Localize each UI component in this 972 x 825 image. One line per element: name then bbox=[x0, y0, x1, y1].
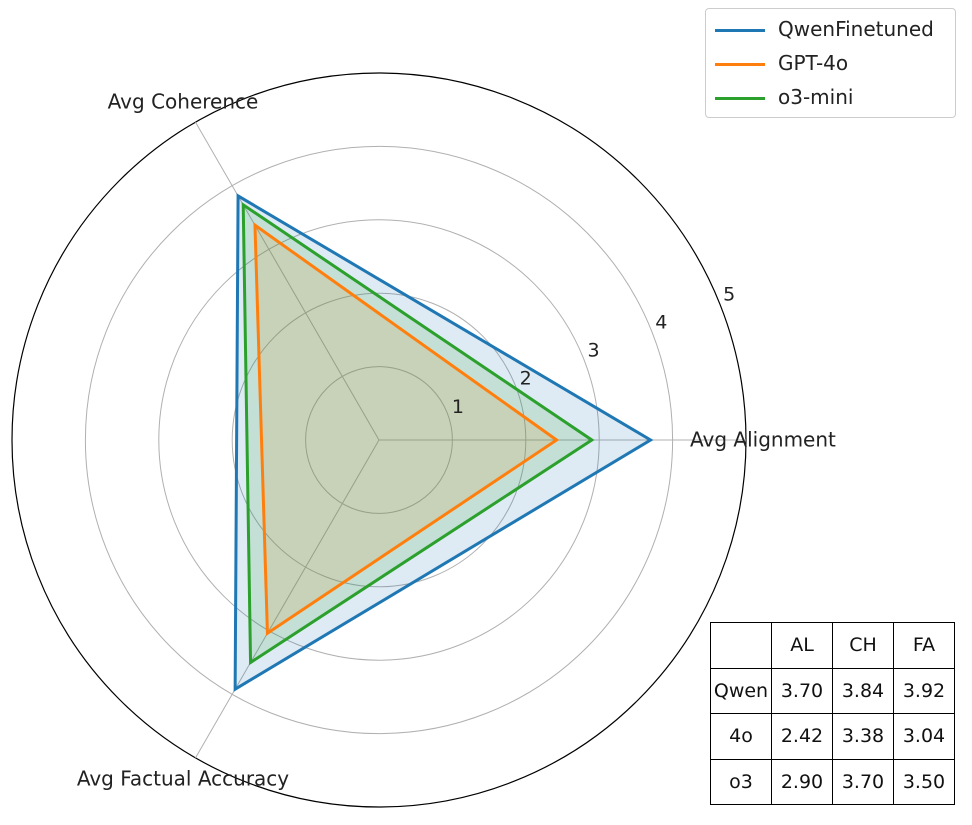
table-cell: 4o bbox=[710, 713, 772, 760]
table-row: 4o 2.42 3.38 3.04 bbox=[710, 713, 955, 760]
legend-swatch-o3-mini bbox=[715, 97, 765, 100]
table-row: o3 2.90 3.70 3.50 bbox=[710, 758, 955, 805]
axis-spoke bbox=[195, 121, 380, 441]
radial-tick-label: 4 bbox=[655, 312, 667, 334]
legend: QwenFinetuned GPT-4o o3-mini bbox=[705, 8, 956, 118]
metrics-table: AL CH FA Qwen 3.70 3.84 3.92 4o 2.42 3.3… bbox=[710, 622, 955, 805]
table-cell: 3.04 bbox=[893, 713, 955, 760]
table-header-cell bbox=[710, 622, 772, 669]
legend-label-qwenfinetuned: QwenFinetuned bbox=[778, 17, 934, 41]
legend-label-o3-mini: o3-mini bbox=[778, 85, 854, 109]
axis-label: Avg Coherence bbox=[108, 90, 259, 114]
legend-label-gpt-4o: GPT-4o bbox=[778, 51, 849, 75]
table-header-cell: AL bbox=[771, 622, 833, 669]
axis-spoke bbox=[195, 439, 380, 759]
series-line-qwenfinetuned bbox=[233, 193, 654, 692]
radial-tick-label: 2 bbox=[520, 368, 532, 390]
radial-tick-label: 1 bbox=[452, 396, 464, 418]
axis-label: Avg Factual Accuracy bbox=[77, 767, 289, 791]
legend-swatch-gpt-4o bbox=[715, 63, 765, 66]
series-fill-gpt-4o bbox=[254, 225, 557, 634]
table-header-row: AL CH FA bbox=[710, 622, 955, 669]
series-fill-qwenfinetuned bbox=[235, 195, 651, 690]
legend-item-gpt-4o: GPT-4o bbox=[706, 49, 955, 79]
table-header-cell: FA bbox=[893, 622, 955, 669]
series-line-gpt-4o bbox=[253, 222, 560, 636]
table-cell: 3.38 bbox=[832, 713, 894, 760]
table-cell: 3.50 bbox=[893, 758, 955, 805]
axis-label: Avg Alignment bbox=[690, 428, 836, 452]
table-cell: 3.70 bbox=[832, 758, 894, 805]
radial-tick-label: 3 bbox=[587, 340, 599, 362]
table-cell: 3.84 bbox=[832, 667, 894, 714]
table-row: Qwen 3.70 3.84 3.92 bbox=[710, 667, 955, 714]
radial-tick-label: 5 bbox=[723, 283, 735, 305]
table-cell: o3 bbox=[710, 758, 772, 805]
table-cell: 2.90 bbox=[771, 758, 833, 805]
table-cell: 2.42 bbox=[771, 713, 833, 760]
table-cell: 3.70 bbox=[771, 667, 833, 714]
legend-item-o3-mini: o3-mini bbox=[706, 83, 955, 113]
legend-item-qwenfinetuned: QwenFinetuned bbox=[706, 15, 955, 45]
table-cell: Qwen bbox=[710, 667, 772, 714]
series-line-o3-mini bbox=[241, 201, 595, 666]
series-fill-o3-mini bbox=[243, 204, 592, 663]
table-cell: 3.92 bbox=[893, 667, 955, 714]
table-header-cell: CH bbox=[832, 622, 894, 669]
legend-swatch-qwenfinetuned bbox=[715, 29, 765, 32]
